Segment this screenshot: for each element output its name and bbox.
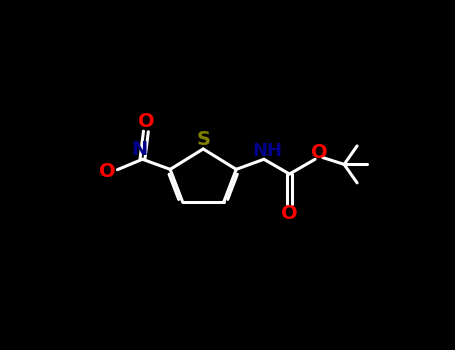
- Text: O: O: [99, 162, 115, 181]
- Text: NH: NH: [253, 142, 283, 160]
- Text: S: S: [196, 130, 210, 149]
- Text: O: O: [311, 143, 328, 162]
- Text: N: N: [131, 140, 147, 159]
- Text: O: O: [138, 112, 155, 131]
- Text: O: O: [281, 204, 298, 223]
